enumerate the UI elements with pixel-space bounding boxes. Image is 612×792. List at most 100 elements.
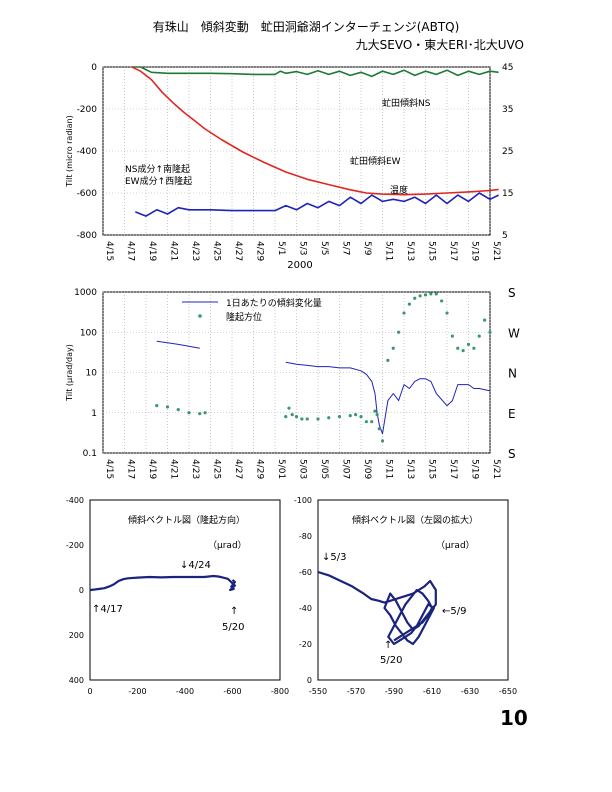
azimuth-point	[477, 334, 481, 338]
x-tick-label: -590	[385, 687, 403, 696]
azimuth-point	[354, 412, 358, 417]
page-subtitle: 九大SEVO・東大ERI･北大UVO	[355, 38, 524, 52]
vector-chart-title: 傾斜ベクトル図（隆起方向）	[128, 514, 245, 526]
azimuth-point	[198, 412, 202, 416]
y-tick-label: -600	[77, 189, 98, 199]
azimuth-point	[300, 417, 304, 421]
series-line-red	[131, 66, 499, 196]
x-tick-label: -550	[309, 687, 327, 696]
note-ns: NS成分↑南隆起	[125, 163, 190, 175]
azimuth-point	[397, 330, 401, 334]
tilt-vector-chart-zoom: -550 -570 -590 -610 -630 -650 -100 -80 -60 -40 -20…	[294, 496, 517, 696]
azimuth-point	[429, 292, 433, 296]
annotation: ↑4/17	[92, 604, 123, 615]
rate-line-segment	[156, 340, 200, 349]
azimuth-point	[461, 349, 465, 353]
unit-label: （μrad）	[436, 540, 475, 551]
y-tick-label: -400	[77, 147, 98, 157]
x-tick-label: 4/21	[169, 459, 179, 479]
azimuth-point	[472, 346, 476, 350]
y-tick-label: 0.1	[83, 449, 97, 459]
x-tick-label: 4/15	[104, 241, 114, 261]
y2-tick-label: 45	[502, 63, 513, 73]
y-tick-label: 1000	[74, 288, 97, 298]
x-tick-label: 5/13	[405, 241, 415, 261]
vector-trace	[317, 570, 437, 646]
azimuth-point	[287, 406, 291, 410]
azimuth-point	[375, 412, 379, 417]
annotation: 5/20	[380, 655, 402, 666]
annotation: ↓5/3	[322, 552, 346, 563]
y-tick-label: 1	[91, 409, 97, 419]
azimuth-point	[370, 420, 374, 424]
azimuth-point	[359, 415, 363, 419]
tilt-time-series-chart: 4/15 4/17 4/19 4/21 4/23 4/25 4/27 4/29 5/1 5/3 5/…	[65, 63, 513, 271]
azimuth-point	[440, 299, 444, 303]
x-tick-label: 5/11	[384, 241, 394, 261]
vector-chart-title: 傾斜ベクトル図（左図の拡大）	[352, 514, 478, 526]
x-tick-label: 5/9	[362, 241, 372, 256]
x-tick-label: -600	[223, 687, 241, 696]
azimuth-point	[327, 416, 331, 420]
x-tick-label: -630	[461, 687, 479, 696]
azimuth-point	[165, 405, 170, 409]
azimuth-point	[316, 417, 320, 421]
x-tick-label: -200	[128, 687, 146, 696]
azimuth-point	[187, 411, 191, 415]
y-tick-label: -100	[294, 496, 312, 505]
y-tick-label: -800	[77, 231, 98, 241]
x-tick-label: 4/17	[126, 459, 136, 479]
unit-label: （μrad）	[208, 540, 247, 551]
azimuth-point	[456, 346, 460, 350]
azimuth-point	[423, 293, 428, 297]
azimuth-point	[294, 415, 299, 419]
y-tick-label: -60	[299, 568, 312, 577]
direction-tick-label: N	[508, 367, 517, 381]
plot-frame	[89, 499, 281, 681]
vector-trace	[89, 574, 236, 592]
x-tick-label: 5/05	[319, 459, 329, 479]
azimuth-point	[445, 311, 449, 315]
azimuth-point	[488, 330, 492, 334]
azimuth-point	[391, 346, 395, 350]
x-tick-label: 5/1	[276, 241, 286, 255]
x-tick-label: -650	[499, 687, 517, 696]
x-tick-label: 5/15	[427, 459, 437, 479]
x-tick-label: 5/21	[491, 241, 501, 261]
y-tick-label: 200	[69, 631, 84, 640]
label-ns: 虻田傾斜NS	[382, 97, 431, 109]
azimuth-point	[305, 417, 309, 421]
x-tick-label: 5/21	[491, 459, 501, 479]
x-tick-label: 4/17	[126, 241, 136, 261]
azimuth-point	[466, 342, 471, 346]
y-tick-label: -40	[299, 604, 312, 613]
x-tick-label: 5/19	[470, 241, 480, 261]
x-tick-label: 5/15	[427, 241, 437, 261]
page-number: 10	[500, 706, 528, 730]
azimuth-point	[373, 409, 377, 413]
label-temp: 温度	[390, 184, 408, 196]
note-ew: EW成分↑西隆起	[125, 175, 192, 187]
azimuth-point	[337, 415, 342, 419]
y-tick-label: 0	[79, 586, 84, 595]
x-tick-label: 4/15	[104, 459, 114, 479]
x-tick-label: 5/3	[298, 241, 308, 255]
y2-tick-label: 35	[502, 105, 513, 115]
daily-tilt-rate-chart: 4/15 4/17 4/19 4/21 4/23 4/25 4/27 4/29 5/01 5/03…	[65, 286, 520, 479]
direction-tick-label: S	[508, 286, 516, 300]
y-tick-label: 400	[69, 676, 84, 685]
y-tick-label: -400	[66, 496, 84, 505]
y-tick-label: 0	[307, 676, 312, 685]
x-tick-label: 5/5	[319, 241, 329, 255]
azimuth-point	[377, 427, 381, 431]
y-tick-label: 0	[91, 63, 97, 73]
y2-tick-label: 15	[502, 189, 513, 199]
azimuth-point	[386, 358, 390, 362]
x-tick-label: 4/23	[190, 241, 200, 261]
azimuth-point	[402, 311, 406, 315]
annotation: ↑	[230, 606, 238, 617]
azimuth-point	[483, 318, 487, 322]
y-tick-label: -200	[66, 541, 84, 550]
x-tick-label: 5/09	[362, 459, 372, 479]
azimuth-point	[364, 420, 368, 424]
